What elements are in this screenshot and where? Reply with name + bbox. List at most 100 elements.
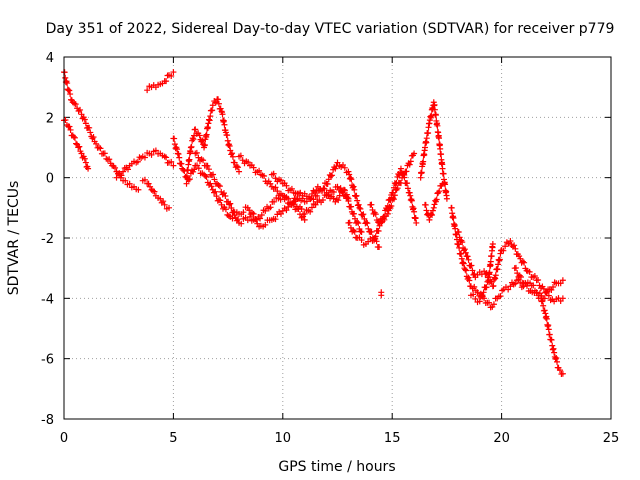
data-point-sample: [450, 214, 457, 221]
data-point-sample: [190, 136, 197, 143]
data-point-sample: [436, 135, 443, 142]
data-point-sample: [267, 204, 274, 211]
data-point-sample: [221, 121, 228, 128]
data-point: [439, 180, 446, 187]
data-point-sample: [500, 247, 507, 254]
data-point-sample: [461, 246, 468, 253]
data-point: [413, 219, 420, 226]
data-point-sample: [89, 135, 96, 142]
data-point-sample: [272, 216, 279, 223]
data-point-sample: [348, 176, 355, 183]
data-point-sample: [492, 272, 499, 279]
data-point-sample: [277, 177, 284, 184]
data-point-sample: [207, 113, 214, 120]
data-point-sample: [535, 277, 542, 284]
data-point-sample: [354, 197, 361, 204]
data-point-sample: [418, 169, 425, 176]
data-point: [135, 186, 142, 193]
data-point-sample: [324, 180, 331, 187]
data-point-sample: [330, 188, 337, 195]
data-point-sample: [432, 112, 439, 119]
data-point-sample: [365, 225, 372, 232]
data-point-sample: [270, 170, 277, 177]
data-point-sample: [147, 183, 154, 190]
data-point: [152, 147, 159, 154]
data-point-sample: [364, 220, 371, 227]
data-point-sample: [462, 266, 469, 273]
data-point-sample: [216, 183, 223, 190]
data-point: [87, 129, 94, 136]
data-point-sample: [233, 163, 240, 170]
data-point-sample: [553, 355, 560, 362]
data-point-sample: [203, 131, 210, 138]
data-point-sample: [86, 124, 93, 131]
data-point: [551, 349, 558, 356]
data-point-sample: [205, 166, 212, 173]
data-point-sample: [224, 137, 231, 144]
data-point-sample: [124, 166, 131, 173]
data-point-sample: [64, 80, 71, 87]
data-point-sample: [73, 140, 80, 147]
data-point-sample: [240, 209, 247, 216]
data-point-sample: [141, 154, 148, 161]
data-point-sample: [81, 155, 88, 162]
series-trace-d: [139, 176, 173, 212]
data-point-sample: [227, 200, 234, 207]
data-point-sample: [431, 106, 438, 113]
data-point-sample: [456, 234, 463, 241]
data-point-sample: [550, 345, 557, 352]
data-point-sample: [71, 134, 78, 141]
data-point-sample: [539, 297, 546, 304]
data-point: [507, 238, 514, 245]
data-point-sample: [549, 346, 556, 353]
series-trace-f: [170, 96, 243, 181]
data-point: [192, 126, 199, 133]
data-point-sample: [480, 289, 487, 296]
data-point-sample: [70, 133, 77, 140]
data-point-sample: [549, 342, 556, 349]
data-point: [507, 283, 514, 290]
data-point-sample: [218, 188, 225, 195]
data-point-sample: [211, 176, 218, 183]
series-trace-e: [144, 69, 177, 94]
data-point-sample: [486, 299, 493, 306]
data-point-sample: [239, 157, 246, 164]
data-point-sample: [163, 154, 170, 161]
data-point-sample: [325, 176, 332, 183]
data-point-sample: [458, 250, 465, 257]
data-point-sample: [93, 140, 100, 147]
data-point-sample: [75, 144, 82, 151]
data-point-sample: [277, 210, 284, 217]
data-point-sample: [195, 165, 202, 172]
data-point-sample: [225, 142, 232, 149]
data-point: [476, 298, 483, 305]
data-point-sample: [541, 307, 548, 314]
data-point-sample: [351, 228, 358, 235]
y-tick-label: 2: [46, 111, 54, 126]
data-point: [426, 216, 433, 223]
data-point-sample: [310, 196, 317, 203]
data-point: [231, 159, 238, 166]
data-point-sample: [464, 253, 471, 260]
x-tick-label: 15: [384, 431, 401, 446]
data-point-sample: [67, 91, 74, 98]
data-point-sample: [171, 135, 178, 142]
data-point-sample: [250, 210, 257, 217]
data-point-sample: [67, 126, 74, 133]
data-point-sample: [519, 258, 526, 265]
data-point-sample: [433, 196, 440, 203]
data-point-sample: [299, 195, 306, 202]
data-point: [411, 150, 418, 157]
data-point-sample: [408, 197, 415, 204]
data-point-sample: [472, 295, 479, 302]
data-point: [384, 210, 391, 217]
data-point-sample: [141, 176, 148, 183]
data-point-sample: [212, 99, 219, 106]
data-point-sample: [288, 185, 295, 192]
data-point-sample: [422, 201, 429, 208]
data-point-sample: [201, 141, 208, 148]
series-trace-q: [454, 228, 566, 305]
data-point-sample: [411, 208, 418, 215]
chart-title: Day 351 of 2022, Sidereal Day-to-day VTE…: [46, 21, 615, 37]
data-point-sample: [375, 228, 382, 235]
